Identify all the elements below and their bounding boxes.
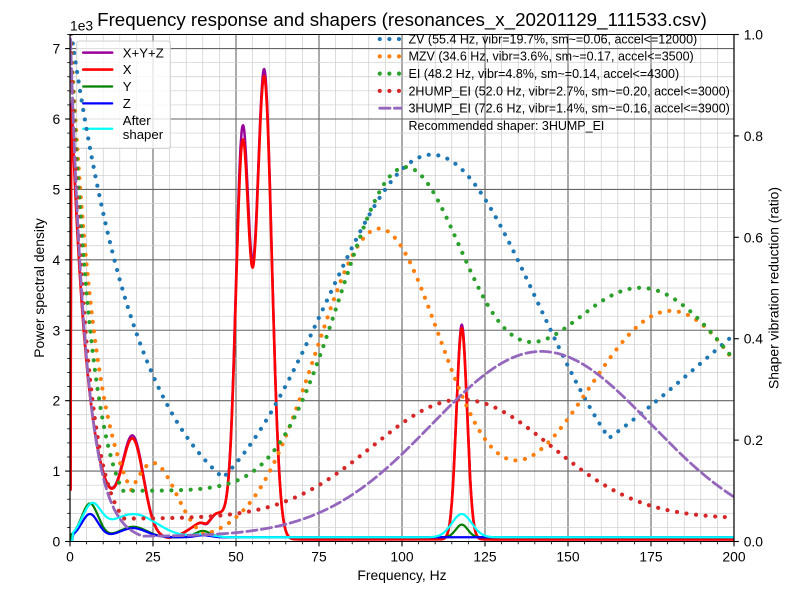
svg-text:After: After bbox=[123, 113, 151, 128]
svg-text:MZV (34.6 Hz, vibr=3.6%, sm~=0: MZV (34.6 Hz, vibr=3.6%, sm~=0.17, accel… bbox=[408, 50, 693, 64]
svg-text:Z: Z bbox=[123, 96, 131, 111]
svg-text:EI (48.2 Hz, vibr=4.8%, sm~=0.: EI (48.2 Hz, vibr=4.8%, sm~=0.14, accel<… bbox=[408, 67, 679, 81]
svg-text:200: 200 bbox=[722, 548, 745, 564]
svg-text:125: 125 bbox=[473, 548, 496, 564]
svg-text:Recommended shaper: 3HUMP_EI: Recommended shaper: 3HUMP_EI bbox=[408, 119, 604, 133]
svg-text:0.8: 0.8 bbox=[744, 128, 764, 144]
svg-text:2: 2 bbox=[53, 393, 61, 409]
svg-text:75: 75 bbox=[311, 548, 327, 564]
svg-text:100: 100 bbox=[390, 548, 413, 564]
svg-text:Y: Y bbox=[123, 79, 132, 94]
svg-text:1: 1 bbox=[53, 463, 61, 479]
svg-text:7: 7 bbox=[53, 41, 61, 57]
svg-text:1e3: 1e3 bbox=[70, 17, 93, 33]
svg-text:5: 5 bbox=[53, 181, 61, 197]
svg-text:0.4: 0.4 bbox=[744, 331, 764, 347]
svg-text:25: 25 bbox=[145, 548, 161, 564]
svg-text:Frequency response and shapers: Frequency response and shapers (resonanc… bbox=[97, 9, 707, 31]
svg-text:6: 6 bbox=[53, 111, 61, 127]
svg-text:X: X bbox=[123, 62, 132, 77]
svg-text:4: 4 bbox=[53, 252, 61, 268]
svg-text:175: 175 bbox=[639, 548, 662, 564]
svg-text:1.0: 1.0 bbox=[744, 27, 764, 43]
svg-text:2HUMP_EI (52.0 Hz, vibr=2.7%,: 2HUMP_EI (52.0 Hz, vibr=2.7%, sm~=0.20, … bbox=[408, 84, 729, 98]
svg-text:0.6: 0.6 bbox=[744, 229, 764, 245]
svg-text:Frequency, Hz: Frequency, Hz bbox=[357, 567, 446, 583]
svg-text:0.2: 0.2 bbox=[744, 432, 764, 448]
svg-text:X+Y+Z: X+Y+Z bbox=[123, 45, 164, 60]
svg-text:ZV (55.4 Hz, vibr=19.7%, sm~=0: ZV (55.4 Hz, vibr=19.7%, sm~=0.06, accel… bbox=[408, 32, 697, 46]
svg-text:0.0: 0.0 bbox=[744, 534, 764, 550]
svg-text:shaper: shaper bbox=[123, 127, 164, 142]
svg-text:Shaper vibration reduction (ra: Shaper vibration reduction (ratio) bbox=[766, 187, 782, 389]
svg-text:0: 0 bbox=[53, 534, 61, 550]
svg-text:3HUMP_EI (72.6 Hz, vibr=1.4%,: 3HUMP_EI (72.6 Hz, vibr=1.4%, sm~=0.16, … bbox=[408, 102, 729, 116]
svg-text:50: 50 bbox=[228, 548, 244, 564]
svg-text:150: 150 bbox=[556, 548, 579, 564]
svg-text:0: 0 bbox=[66, 548, 74, 564]
svg-text:Power spectral density: Power spectral density bbox=[31, 218, 47, 358]
svg-text:3: 3 bbox=[53, 322, 61, 338]
